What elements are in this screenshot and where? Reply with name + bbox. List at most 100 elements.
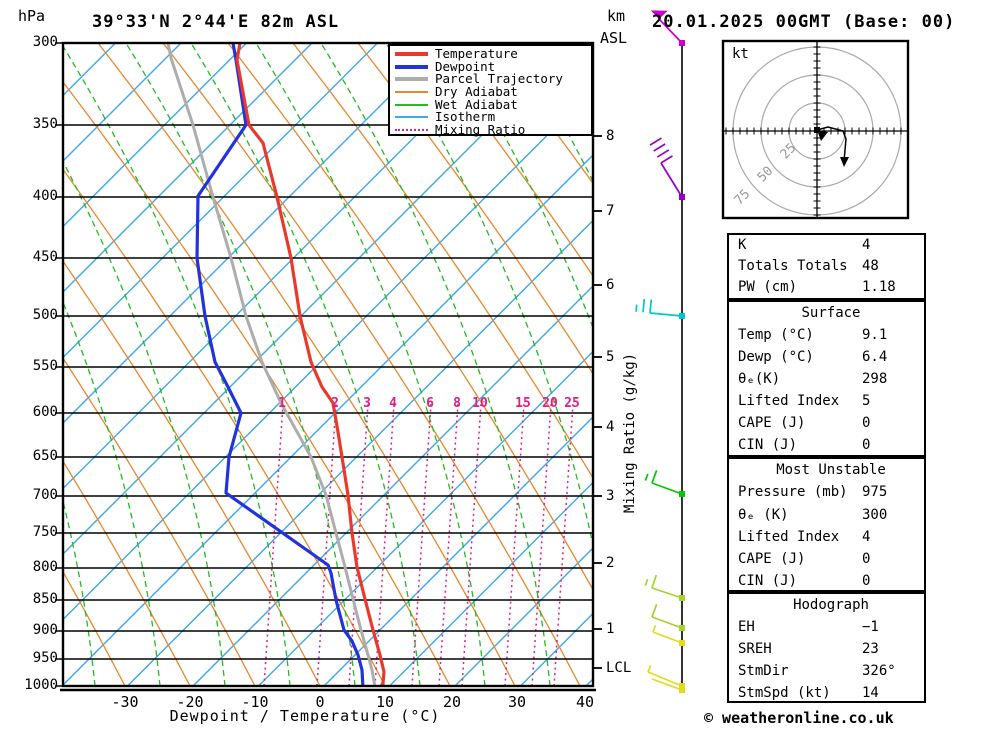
wet-adiabat-line [63,498,96,686]
legend-swatch-temperature [395,52,428,57]
table-row-value: 14 [862,685,879,701]
legend-label: Wet Adiabat [435,96,518,112]
table-row-value: 0 [862,415,871,431]
wind-barb-icon [651,604,685,631]
isotherm-line [127,219,593,686]
legend-item: Temperature [390,48,591,61]
legend-item: Isotherm [390,111,591,124]
wind-barb-icon [644,470,685,497]
pressure-tick-label: 650 [32,448,58,464]
table-row: CIN (J) 0 [729,434,924,456]
km-tick-label: 3 [606,488,615,504]
dry-adiabat-line [162,43,581,686]
hodograph-border [721,39,910,220]
legend-item: Wet Adiabat [390,98,591,111]
table-row-value: 0 [862,551,871,568]
legend-label: Temperature [435,46,518,62]
temperature-tick-label: 10 [375,693,395,711]
table-row: Totals Totals 48 [729,256,924,277]
table-row-label: θₑ(K) [738,371,781,387]
plot-border [61,41,595,688]
wet-adiabat-line [63,160,226,686]
wind-barb-icon [651,678,685,693]
legend-label: Isotherm [435,109,496,125]
mixing-ratio-axis-title: Mixing Ratio (g/kg) [622,352,638,514]
wind-barb-icon [652,625,685,646]
table-row-label: Lifted Index [738,393,840,409]
pressure-tick-label: 400 [32,188,58,204]
table-row-value: 9.1 [862,327,888,343]
table-row-value: 300 [862,506,888,523]
mixing-ratio-line [438,403,459,686]
table-row-value: 6.4 [862,349,888,365]
wind-barb-icon [649,137,685,200]
table-row: Lifted Index 5 [729,390,924,412]
pressure-tick-label: 500 [32,307,58,323]
wind-barb-icon [644,574,685,601]
hodograph-unit-label: kt [732,46,749,62]
wind-barb-icon [635,298,685,319]
legend-item: Dewpoint [390,58,591,74]
table-row-value: 326° [862,663,896,679]
table-row-value: 0 [862,437,871,453]
temperature-tick-label: 30 [507,693,527,711]
wet-adiabat-line [63,45,291,686]
table-row: StmDir 326° [729,660,924,682]
dewpoint-curve [195,43,365,686]
mixing-ratio-value-label: 8 [453,396,461,411]
legend-swatch-isotherm [395,116,428,119]
table-row: Pressure (mb) 975 [729,481,924,503]
hodograph-ring-label: 75 [732,187,754,209]
pressure-tick-label: 700 [32,487,58,503]
mixing-ratio-value-label: 6 [426,396,434,411]
km-tick-label: 4 [606,419,615,435]
indices-table-hodograph: Hodograph EH −1 SREH 23 StmDir 326° StmSpd (kt)… [727,592,926,703]
pressure-tick-label: 450 [32,249,58,265]
indices-table: K 4 Totals Totals 48 PW (cm) 1.18 [727,233,926,300]
mixing-ratio-line [263,403,284,686]
legend-label: Dewpoint [435,58,496,74]
mixing-ratio-value-label: 10 [472,396,488,411]
table-row-label: CIN (J) [738,437,798,453]
table-row: SREH 23 [729,638,924,660]
temperature-curve [235,43,386,686]
table-row-value: 975 [862,484,888,501]
hodograph-ring-label: 50 [755,164,777,186]
table-row: CAPE (J) 0 [729,548,924,570]
km-tick-label: 5 [606,349,615,365]
temperature-tick-label: 20 [442,693,462,711]
table-row-value: 4 [862,237,871,253]
table-row-label: EH [738,619,755,635]
pressure-unit-label: hPa [18,7,46,25]
isotherm-line [63,154,593,686]
isotherm-line [63,88,593,621]
altitude-unit-asl: ASL [600,29,628,47]
table-row-value: 48 [862,258,879,274]
table-row-label: StmDir [738,663,789,679]
table-row: CIN (J) 0 [729,570,924,592]
pressure-tick-label: 850 [32,591,58,607]
table-row-value: −1 [862,619,879,635]
table-row: θₑ(K) 298 [729,368,924,390]
mixing-ratio-line [504,403,525,686]
legend-swatch-parcel-trajectory [395,77,428,82]
wet-adiabat-line [320,43,551,686]
isotherm-line [63,43,313,293]
legend-swatch-wet-adiabat [395,103,428,106]
pressure-tick-label: 350 [32,116,58,132]
temperature-tick-label: -30 [111,693,139,711]
pressure-tick-label: 800 [32,559,58,575]
isotherm-line [63,43,509,490]
km-tick-label: 6 [606,277,615,293]
table-row-value: 1.18 [862,279,896,295]
isotherm-line [63,43,378,359]
table-row-value: 0 [862,573,871,590]
isotherm-line [63,43,247,228]
legend-swatch-dry-adiabat [395,91,428,94]
dry-adiabat-line [227,43,593,591]
table-row-value: 5 [862,393,871,409]
table-row: StmSpd (kt) 14 [729,682,924,704]
pressure-tick-label: 900 [32,622,58,638]
